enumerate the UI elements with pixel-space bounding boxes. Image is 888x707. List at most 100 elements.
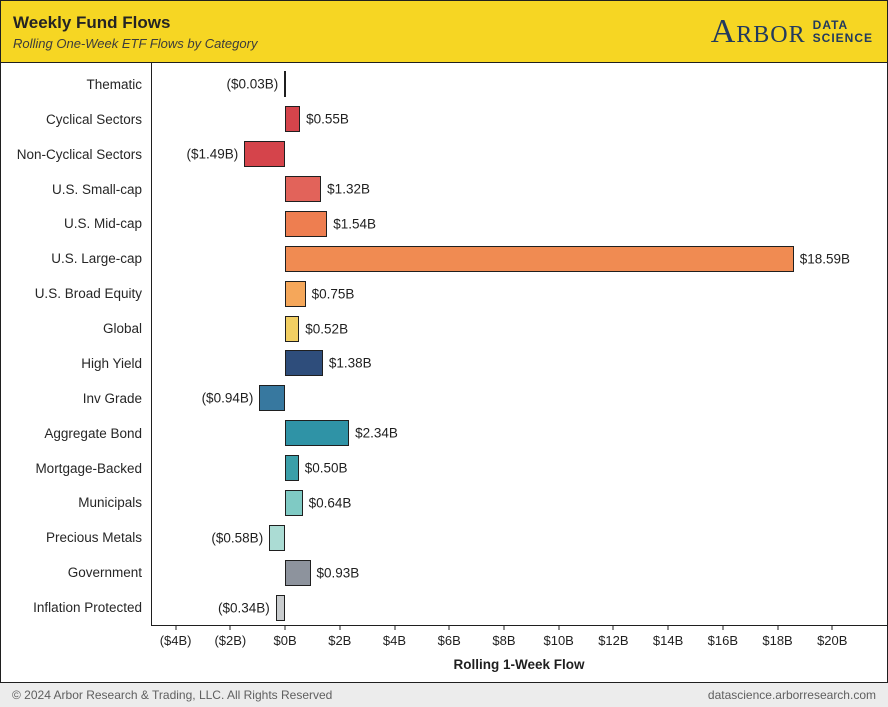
x-tick-label: $14B (652, 633, 684, 648)
footer-url: datascience.arborresearch.com (707, 688, 876, 702)
x-tick-label: $12B (598, 633, 629, 648)
x-tick-mark (503, 626, 505, 630)
plot-cell: ($0.58B) (151, 520, 887, 555)
chart-row: Municipals $0.64B (1, 486, 887, 521)
plot-cell: $18.59B (151, 241, 887, 276)
value-label: $1.54B (333, 216, 376, 232)
arbor-logo-wordmark: Arbor (710, 12, 806, 50)
bar (259, 385, 286, 412)
bar (285, 455, 299, 482)
value-label: $0.55B (306, 111, 349, 127)
plot-cell: ($0.94B) (151, 381, 887, 416)
bar (285, 245, 794, 272)
footer-copyright: © 2024 Arbor Research & Trading, LLC. Al… (12, 688, 333, 702)
category-label: U.S. Large-cap (51, 251, 142, 267)
page-subtitle: Rolling One-Week ETF Flows by Category (13, 35, 258, 51)
x-tick-mark (777, 626, 779, 630)
x-tick-mark (394, 626, 395, 630)
value-label: ($0.34B) (217, 600, 270, 616)
value-label: $0.52B (305, 321, 349, 337)
x-tick-mark (558, 626, 560, 630)
footer: © 2024 Arbor Research & Trading, LLC. Al… (0, 683, 888, 707)
y-axis-line (151, 63, 152, 626)
value-label: $18.59B (799, 251, 850, 267)
value-label: ($0.58B) (211, 530, 264, 546)
value-label: $0.75B (311, 286, 355, 302)
category-label: Aggregate Bond (44, 425, 142, 441)
value-label: $1.38B (328, 355, 372, 371)
bar (285, 315, 300, 342)
value-label: $0.93B (316, 565, 360, 581)
value-label: $0.50B (304, 460, 348, 476)
category-label: Inflation Protected (33, 600, 142, 616)
page-title: Weekly Fund Flows (13, 12, 171, 32)
bar (269, 524, 286, 551)
plot-cell: ($1.49B) (151, 137, 887, 172)
value-label: ($1.49B) (186, 146, 239, 162)
x-tick-label: $8B (492, 633, 516, 648)
chart-row: Non-Cyclical Sectors ($1.49B) (1, 137, 887, 172)
bar (275, 594, 286, 621)
value-label: $2.34B (355, 425, 398, 441)
x-tick-mark (448, 626, 450, 630)
plot-cell: $2.34B (151, 416, 887, 451)
bar (285, 420, 350, 447)
x-tick-mark (284, 626, 286, 630)
arbor-logo-subtext-line2: SCIENCE (812, 30, 873, 45)
x-tick-label: $10B (543, 633, 574, 648)
bar (285, 350, 323, 377)
x-tick-label: ($4B) (159, 633, 192, 648)
bar (285, 280, 306, 307)
category-label: Mortgage-Backed (35, 460, 142, 476)
bar (284, 71, 287, 98)
bar-chart: Thematic ($0.03B) Cyclical Sectors $0.55B No… (1, 63, 887, 682)
plot-cell: $0.55B (151, 102, 887, 137)
plot-cell: $0.50B (151, 451, 887, 486)
bar (285, 489, 303, 516)
x-tick-label: $20B (817, 633, 848, 648)
chart-row: Mortgage-Backed $0.50B (1, 451, 887, 486)
plot-cell: $0.52B (151, 311, 887, 346)
arbor-logo: Arbor DATA SCIENCE (710, 12, 873, 50)
chart-row: Precious Metals ($0.58B) (1, 520, 887, 555)
chart-row: U.S. Large-cap $18.59B (1, 241, 887, 276)
x-tick-label: $2B (328, 633, 352, 648)
x-tick-label: $4B (382, 633, 407, 648)
category-label: Global (102, 321, 142, 337)
plot-cell: $1.54B (151, 207, 887, 242)
chart-row: Thematic ($0.03B) (1, 67, 887, 102)
x-tick-label: $0B (273, 633, 297, 648)
value-label: $0.64B (308, 495, 352, 511)
category-label: U.S. Mid-cap (63, 216, 142, 232)
chart-row: Global $0.52B (1, 311, 887, 346)
category-label: Municipals (78, 495, 142, 511)
plot-cell: $0.75B (151, 276, 887, 311)
x-tick-mark (831, 626, 833, 630)
category-label: Precious Metals (45, 530, 142, 546)
plot-cell: $1.32B (151, 172, 887, 207)
chart-row: U.S. Small-cap $1.32B (1, 172, 887, 207)
x-tick-mark (612, 626, 614, 630)
category-label: Cyclical Sectors (45, 111, 142, 127)
category-label: Government (67, 565, 142, 581)
chart-row: Aggregate Bond $2.34B (1, 416, 887, 451)
arbor-logo-subtext: DATA SCIENCE (812, 18, 873, 45)
plot-cell: $1.38B (151, 346, 887, 381)
bar (285, 210, 328, 237)
x-tick-mark (667, 626, 669, 630)
plot-cell: $0.64B (151, 486, 887, 521)
bar (285, 106, 301, 133)
bar (244, 141, 286, 168)
chart-row: U.S. Mid-cap $1.54B (1, 207, 887, 242)
category-label: Thematic (86, 76, 142, 92)
chart-row: Inflation Protected ($0.34B) (1, 590, 887, 625)
value-label: ($0.94B) (201, 390, 254, 406)
chart-row: U.S. Broad Equity $0.75B (1, 276, 887, 311)
x-tick-mark (175, 626, 177, 630)
plot-cell: $0.93B (151, 555, 887, 590)
x-tick-label: ($2B) (214, 633, 247, 648)
category-label: U.S. Broad Equity (34, 286, 142, 302)
x-tick-mark (722, 626, 724, 630)
chart-row: High Yield $1.38B (1, 346, 887, 381)
